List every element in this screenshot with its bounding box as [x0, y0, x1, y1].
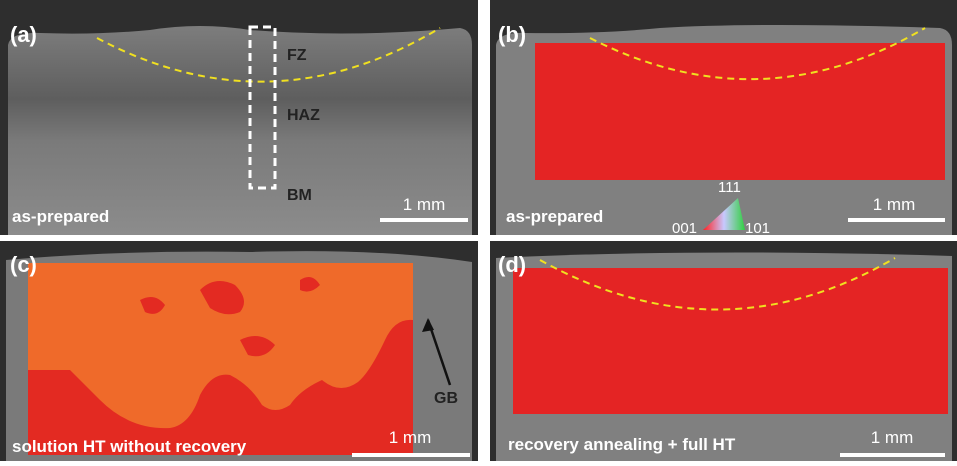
- ebsd-map: [535, 43, 945, 180]
- scale-text: 1 mm: [871, 428, 914, 447]
- panel-label: (a): [10, 22, 37, 47]
- panel-c: (c) GB solution HT without recovery 1 mm: [0, 241, 478, 461]
- caption: recovery annealing + full HT: [508, 435, 736, 454]
- caption: as-prepared: [12, 207, 109, 226]
- panel-label: (c): [10, 252, 37, 277]
- panel-a: (a) FZ HAZ BM as-prepared 1 mm: [0, 0, 478, 235]
- ebsd-map: [513, 268, 948, 414]
- panel-b: (b) 111 001 101 as-prepared 1 mm: [490, 0, 957, 237]
- figure: (a) FZ HAZ BM as-prepared 1 mm (b) 111 0…: [0, 0, 957, 461]
- ipf-label: 101: [745, 220, 770, 237]
- panel-label: (b): [498, 22, 526, 47]
- zone-label: HAZ: [287, 107, 320, 124]
- scale-text: 1 mm: [873, 195, 916, 214]
- zone-label: BM: [287, 187, 312, 204]
- caption: as-prepared: [506, 207, 603, 226]
- zone-label: FZ: [287, 47, 307, 64]
- ipf-label: 001: [672, 220, 697, 237]
- gb-label: GB: [434, 390, 458, 407]
- caption: solution HT without recovery: [12, 437, 247, 456]
- panel-label: (d): [498, 252, 526, 277]
- ipf-label: 111: [718, 179, 741, 196]
- scale-text: 1 mm: [403, 195, 446, 214]
- scale-text: 1 mm: [389, 428, 432, 447]
- panel-d: (d) recovery annealing + full HT 1 mm: [490, 241, 957, 461]
